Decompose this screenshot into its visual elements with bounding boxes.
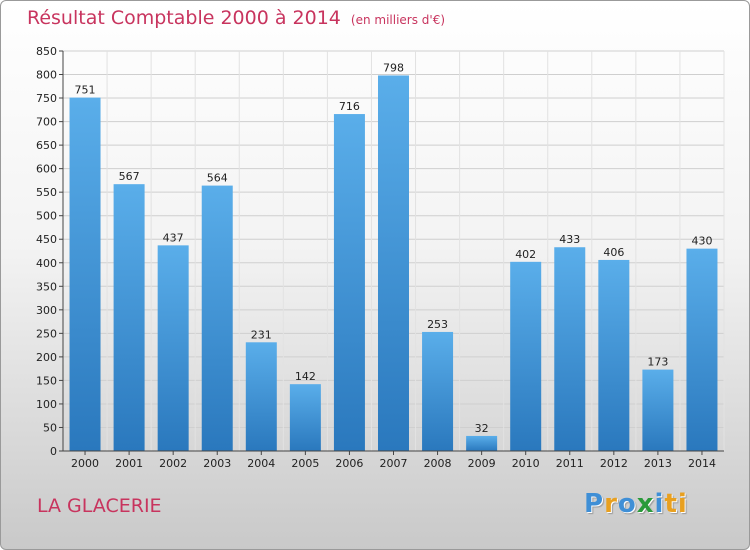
x-tick-label: 2013 [644,457,672,470]
y-tick-label: 650 [36,139,57,152]
y-tick-label: 450 [36,233,57,246]
x-tick-label: 2005 [291,457,319,470]
bar-value-label: 253 [427,318,448,331]
bar [378,75,409,452]
y-tick-label: 100 [36,398,57,411]
x-tick-label: 2000 [71,457,99,470]
y-tick-label: 150 [36,374,57,387]
x-tick-label: 2012 [600,457,628,470]
chart-subtitle: (en milliers d'€) [350,13,446,27]
y-tick-label: 500 [36,210,57,223]
logo-letter: i [654,489,665,519]
bar-value-label: 142 [295,370,316,383]
x-tick-label: 2006 [335,457,363,470]
bar [333,114,365,451]
x-tick-label: 2002 [159,457,187,470]
y-tick-label: 50 [43,421,57,434]
y-tick-label: 700 [36,116,57,129]
bar [686,248,718,451]
logo-letter: ti [664,489,688,519]
bar-value-label: 716 [339,100,360,113]
y-tick-label: 250 [36,327,57,340]
axes: 0 50 100 150 200 250 300 350 400 450 500 550 600 650 7… [36,45,724,470]
y-tick-label: 750 [36,92,57,105]
bar [422,331,454,451]
bar [466,435,498,451]
x-tick-label: 2011 [556,457,584,470]
logo-letter: r [604,489,618,519]
bar-value-label: 564 [207,172,228,185]
logo-letter: x [636,489,655,519]
x-tick-label: 2010 [512,457,540,470]
bar-value-label: 402 [515,248,536,261]
x-tick-label: 2004 [247,457,275,470]
bar-value-label: 798 [383,61,404,74]
proxiti-logo: Proxiti [584,489,688,519]
x-tick-label: 2007 [380,457,408,470]
x-tick-label: 2014 [688,457,716,470]
y-tick-label: 300 [36,304,57,317]
y-tick-label: 550 [36,186,57,199]
y-tick-label: 400 [36,257,57,270]
logo-letter: o [617,489,637,519]
logo-letter: P [584,489,605,519]
y-tick-label: 850 [36,45,57,58]
bar [642,369,674,451]
y-tick-label: 600 [36,163,57,176]
chart-title: Résultat Comptable 2000 à 2014 (en millie… [27,7,445,29]
bar [510,261,542,451]
x-tick-label: 2003 [203,457,231,470]
bar-value-label: 406 [603,246,624,259]
bar [289,384,321,451]
x-tick-label: 2009 [468,457,496,470]
bar-value-label: 430 [691,235,712,248]
bar-value-label: 751 [75,84,96,97]
y-tick-label: 350 [36,280,57,293]
bar-value-label: 32 [475,422,489,435]
bar-value-label: 173 [647,356,668,369]
x-tick-label: 2001 [115,457,143,470]
y-tick-label: 800 [36,69,57,82]
bar-value-label: 231 [251,328,272,341]
bar [69,97,101,452]
bar [157,245,189,451]
y-tick-label: 200 [36,351,57,364]
bar [201,185,233,451]
bar [598,259,630,451]
chart-title-main: Résultat Comptable 2000 à 2014 [27,7,341,29]
bar [113,184,145,452]
y-tick-label: 0 [50,445,57,458]
x-tick-label: 2008 [424,457,452,470]
commune-name: LA GLACERIE [37,495,162,517]
bar [554,247,586,451]
bar-value-label: 567 [119,170,140,183]
bars: 751 567 437 564 231 142 716 798 253 32 402 433 406 17… [69,61,718,452]
bar-value-label: 433 [559,233,580,246]
bar [245,342,277,451]
bar-value-label: 437 [163,231,184,244]
